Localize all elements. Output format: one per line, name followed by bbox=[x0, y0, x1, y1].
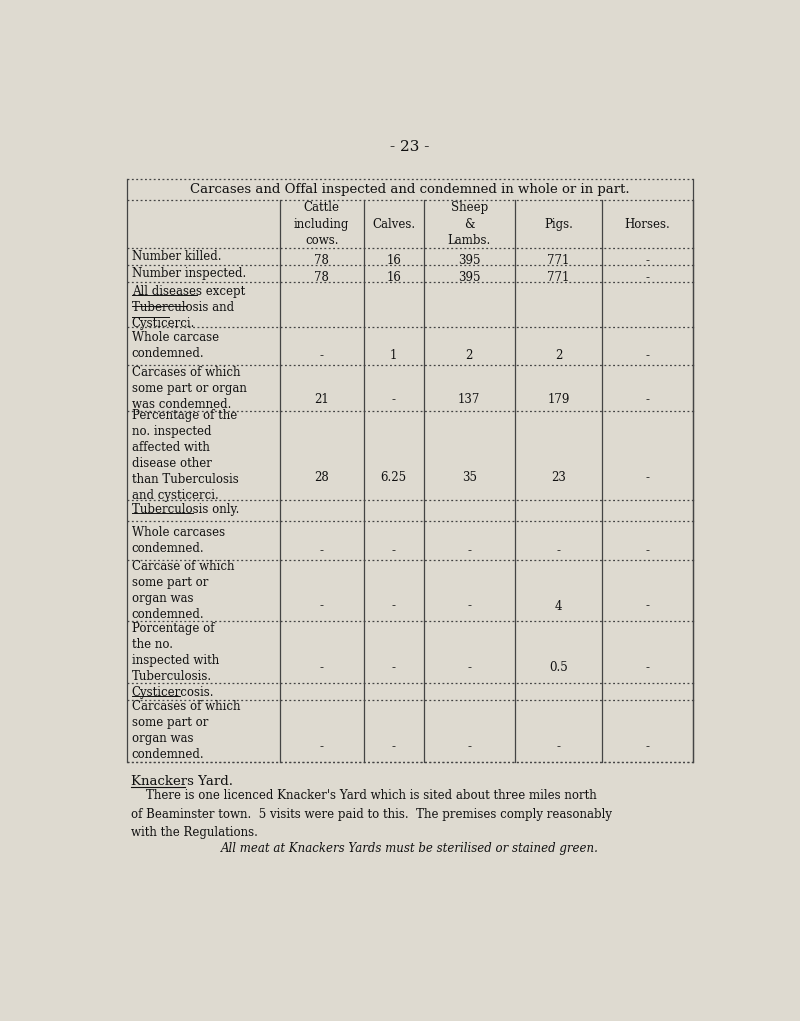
Text: 0.5: 0.5 bbox=[549, 662, 568, 674]
Text: 78: 78 bbox=[314, 254, 329, 268]
Text: - 23 -: - 23 - bbox=[390, 140, 430, 154]
Text: All meat at Knackers Yards must be sterilised or stained green.: All meat at Knackers Yards must be steri… bbox=[221, 841, 599, 855]
Text: 35: 35 bbox=[462, 471, 477, 484]
Text: -: - bbox=[392, 662, 396, 674]
Text: Calves.: Calves. bbox=[372, 217, 415, 231]
Text: 16: 16 bbox=[386, 254, 401, 268]
Text: 2: 2 bbox=[554, 349, 562, 362]
Text: -: - bbox=[467, 662, 471, 674]
Text: -: - bbox=[557, 740, 561, 752]
Text: -: - bbox=[392, 393, 396, 406]
Text: Carcases of which
some part or
organ was
condemned.: Carcases of which some part or organ was… bbox=[132, 700, 240, 762]
Text: -: - bbox=[392, 544, 396, 556]
Text: -: - bbox=[646, 544, 650, 556]
Text: -: - bbox=[467, 599, 471, 613]
Text: 1: 1 bbox=[390, 349, 398, 362]
Text: -: - bbox=[320, 740, 324, 752]
Text: Porcentage of
the no.
inspected with
Tuberculosis.: Porcentage of the no. inspected with Tub… bbox=[132, 622, 219, 683]
Text: Cysticercosis.: Cysticercosis. bbox=[132, 686, 214, 699]
Text: Horses.: Horses. bbox=[625, 217, 670, 231]
Text: Knackers Yard.: Knackers Yard. bbox=[131, 776, 233, 788]
Text: 2: 2 bbox=[466, 349, 473, 362]
Text: -: - bbox=[646, 254, 650, 268]
Text: -: - bbox=[320, 544, 324, 556]
Text: -: - bbox=[467, 544, 471, 556]
Text: 21: 21 bbox=[314, 393, 329, 406]
Text: 137: 137 bbox=[458, 393, 481, 406]
Text: 395: 395 bbox=[458, 272, 481, 284]
Text: 28: 28 bbox=[314, 471, 329, 484]
Text: Carcases and Offal inspected and condemned in whole or in part.: Carcases and Offal inspected and condemn… bbox=[190, 183, 630, 196]
Text: -: - bbox=[392, 599, 396, 613]
Text: -: - bbox=[320, 599, 324, 613]
Text: Carcase of which
some part or
organ was
condemned.: Carcase of which some part or organ was … bbox=[132, 561, 234, 621]
Text: Pigs.: Pigs. bbox=[544, 217, 573, 231]
Text: Percentage of the
no. inspected
affected with
disease other
than Tuberculosis
an: Percentage of the no. inspected affected… bbox=[132, 409, 238, 502]
Text: 771: 771 bbox=[547, 272, 570, 284]
Text: -: - bbox=[646, 272, 650, 284]
Text: Sheep
&
Lambs.: Sheep & Lambs. bbox=[448, 201, 491, 247]
Text: -: - bbox=[646, 393, 650, 406]
Text: Whole carcases
condemned.: Whole carcases condemned. bbox=[132, 526, 225, 555]
Text: -: - bbox=[646, 349, 650, 362]
Text: 4: 4 bbox=[554, 599, 562, 613]
Text: -: - bbox=[320, 349, 324, 362]
Text: Cattle
including
cows.: Cattle including cows. bbox=[294, 201, 350, 247]
Text: 78: 78 bbox=[314, 272, 329, 284]
Text: 23: 23 bbox=[551, 471, 566, 484]
Text: 771: 771 bbox=[547, 254, 570, 268]
Text: There is one licenced Knacker's Yard which is sited about three miles north
of B: There is one licenced Knacker's Yard whi… bbox=[131, 789, 612, 839]
Text: Whole carcase
condemned.: Whole carcase condemned. bbox=[132, 332, 219, 360]
Text: 6.25: 6.25 bbox=[381, 471, 406, 484]
Text: -: - bbox=[392, 740, 396, 752]
Text: -: - bbox=[320, 662, 324, 674]
Text: Number killed.: Number killed. bbox=[132, 250, 222, 263]
Text: 179: 179 bbox=[547, 393, 570, 406]
Text: Tuberculosis only.: Tuberculosis only. bbox=[132, 503, 239, 516]
Text: All diseases except
Tuberculosis and
Cysticerci.: All diseases except Tuberculosis and Cys… bbox=[132, 285, 245, 330]
Text: Carcases of which
some part or organ
was condemned.: Carcases of which some part or organ was… bbox=[132, 366, 246, 410]
Text: -: - bbox=[646, 662, 650, 674]
Text: 16: 16 bbox=[386, 272, 401, 284]
Text: -: - bbox=[467, 740, 471, 752]
Text: 395: 395 bbox=[458, 254, 481, 268]
Text: -: - bbox=[646, 471, 650, 484]
Text: -: - bbox=[646, 740, 650, 752]
Text: Number inspected.: Number inspected. bbox=[132, 266, 246, 280]
Text: -: - bbox=[557, 544, 561, 556]
Text: -: - bbox=[646, 599, 650, 613]
